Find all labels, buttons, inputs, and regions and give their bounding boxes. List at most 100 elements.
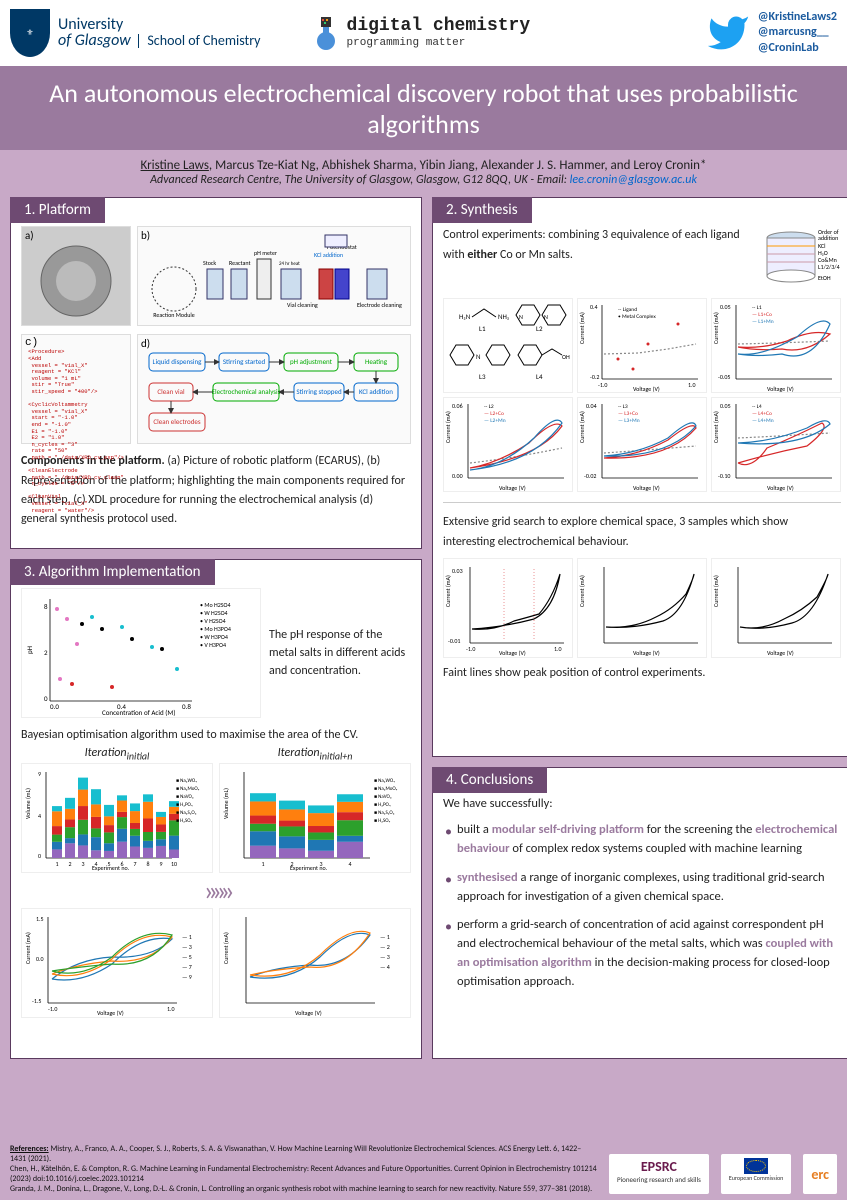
svg-text:• W H2SO4: • W H2SO4 (200, 609, 228, 617)
bayes-text: Bayesian optimisation algorithm used to … (21, 728, 411, 742)
authors-rest: , Marcus Tze-Kiat Ng, Abhishek Sharma, Y… (209, 158, 707, 173)
arrows-icon: »»» (21, 873, 411, 908)
shield-icon: ⚜ (10, 9, 50, 57)
svg-text:• V H2SO4: • V H2SO4 (200, 617, 226, 625)
svg-text:— 5: — 5 (182, 953, 192, 961)
cv-L1: Current (mA)Voltage (V)0.05-0.05 -- L1— … (711, 298, 841, 393)
references: References: Mistry, A., Franco, A. A., C… (10, 1144, 597, 1194)
svg-text:— L3+Co: — L3+Co (618, 411, 638, 417)
svg-text:— 7: — 7 (182, 963, 192, 971)
svg-text:pH adjustment: pH adjustment (290, 357, 333, 366)
svg-text:0.03: 0.03 (452, 567, 463, 575)
svg-text:-1.0: -1.0 (48, 1005, 57, 1013)
svg-text:0.06: 0.06 (452, 402, 463, 410)
grid-cv-1: Current (mA)Voltage (V)0.03-0.01-1.01.0 (443, 558, 573, 658)
svg-text:— 9: — 9 (182, 973, 192, 981)
cv-L2: Current (mA)Voltage (V)0.060.00 -- L2— L… (443, 397, 573, 492)
svg-text:— 2: — 2 (380, 943, 390, 951)
svg-text:Voltage (V): Voltage (V) (499, 649, 526, 657)
svg-text:-0.01: -0.01 (448, 637, 460, 645)
author-underline: Kristine Laws (141, 158, 209, 173)
cv-left: Current (mA)Voltage (V)1.50.0-1.5-1.01.0… (21, 908, 213, 1018)
svg-text:Stirring stopped: Stirring stopped (296, 387, 342, 396)
svg-text:7: 7 (133, 860, 136, 868)
email-link[interactable]: lee.cronin@glasgow.ac.uk (570, 173, 697, 187)
svg-text:NH₂: NH₂ (498, 312, 510, 321)
svg-text:-- L4: -- L4 (752, 404, 762, 410)
svg-text:-- L2: -- L2 (484, 404, 494, 410)
svg-text:0.0: 0.0 (36, 955, 44, 963)
svg-text:N: N (544, 313, 548, 321)
svg-text:0.00: 0.00 (452, 472, 463, 480)
svg-text:■ Na₂MoO₄: ■ Na₂MoO₄ (374, 786, 398, 792)
svg-text:Current (mA): Current (mA) (578, 312, 586, 344)
svg-text:1.0: 1.0 (167, 1005, 175, 1013)
erc-logo: erc (803, 1154, 837, 1194)
svg-text:2: 2 (290, 860, 293, 868)
svg-text:-- L3: -- L3 (618, 404, 628, 410)
svg-text:— 1: — 1 (380, 933, 390, 941)
svg-text:0.0: 0.0 (50, 702, 59, 711)
ph-scatter-chart: pHConcentration of Acid (M) 820 0.00.40.… (21, 588, 261, 718)
iter-left-title: Iterationinitial (21, 746, 213, 762)
svg-text:L3: L3 (479, 372, 486, 381)
svg-text:4: 4 (94, 860, 97, 868)
svg-text:L1/2/3/4: L1/2/3/4 (818, 263, 840, 271)
svg-text:2: 2 (44, 648, 48, 657)
cv-ligand-metal: Current (mA)Voltage (V)0.4-0.2-1.01.0 --… (577, 298, 707, 393)
svg-text:■ Na₂WO₄: ■ Na₂WO₄ (176, 778, 197, 784)
svg-text:Experiment no.: Experiment no. (92, 864, 130, 872)
svg-text:-- L1: -- L1 (752, 305, 762, 311)
svg-text:Current (mA): Current (mA) (712, 575, 720, 607)
svg-text:Electrode cleaning: Electrode cleaning (357, 301, 402, 309)
footer: References: Mistry, A., Franco, A. A., C… (0, 1140, 847, 1200)
synthesis-panel: 2. Synthesis Control experiments: combin… (432, 197, 847, 757)
svg-text:■ Na₂MoO₄: ■ Na₂MoO₄ (176, 786, 200, 792)
svg-text:— 3: — 3 (182, 943, 192, 951)
svg-text:-1.0: -1.0 (466, 645, 475, 653)
svg-text:■ Na₂S₂O₃: ■ Na₂S₂O₃ (374, 810, 395, 816)
svg-text:Voltage (V): Voltage (V) (97, 1009, 124, 1017)
svg-text:8: 8 (146, 860, 149, 868)
header: ⚜ University of Glasgow School of Chemis… (0, 0, 847, 66)
svg-text:4: 4 (348, 860, 351, 868)
svg-text:0: 0 (38, 852, 41, 860)
order-diagram: Order ofadditionKClH₂OCo&MnL1/2/3/4EtOH (761, 226, 841, 292)
conclusion-item: perform a grid-search of concentration o… (443, 916, 841, 991)
cv-L4: Current (mA)Voltage (V)0.05-0.10 -- L4— … (711, 397, 841, 492)
svg-text:Current (mA): Current (mA) (444, 411, 452, 443)
svg-text:■ H₃PO₄: ■ H₃PO₄ (176, 802, 193, 808)
svg-text:• Mo H3PO4: • Mo H3PO4 (200, 625, 231, 633)
svg-text:24 hr heat: 24 hr heat (279, 261, 300, 267)
svg-text:N: N (476, 352, 481, 361)
svg-text:-1.5: -1.5 (32, 997, 41, 1005)
svg-text:0: 0 (44, 694, 48, 703)
dc-subtitle: programming matter (347, 37, 531, 49)
svg-text:0.04: 0.04 (586, 402, 597, 410)
svg-text:Clean vial: Clean vial (157, 387, 185, 396)
svg-text:— L1+Mn: — L1+Mn (752, 319, 774, 325)
svg-text:Electrochemical analysis: Electrochemical analysis (212, 387, 281, 396)
fig-b: b) Reaction Module Stock Reactant pH met… (137, 226, 411, 326)
svg-text:— L4+Mn: — L4+Mn (752, 418, 774, 424)
svg-text:— L1+Co: — L1+Co (752, 312, 772, 318)
iter-right-title: Iterationinitial+n (219, 746, 411, 762)
faint-text: Faint lines show peak position of contro… (443, 666, 841, 680)
svg-text:■ Na₂S₂O₃: ■ Na₂S₂O₃ (176, 810, 197, 816)
svg-text:9: 9 (38, 770, 41, 778)
conclusions-title: 4. Conclusions (432, 767, 547, 793)
svg-text:8: 8 (44, 602, 48, 611)
svg-text:— 3: — 3 (380, 953, 390, 961)
grid-cv-3: Current (mA)Voltage (V) (711, 558, 841, 658)
dc-title: digital chemistry (347, 17, 531, 37)
svg-text:1.5: 1.5 (36, 915, 44, 923)
svg-text:pH meter: pH meter (254, 249, 277, 257)
svg-text:-- Ligand: -- Ligand (618, 307, 637, 313)
conclusions-intro: We have successfully: (443, 796, 841, 811)
svg-text:10: 10 (171, 860, 177, 868)
fig-c: c) <Procedure><Add vessel = "vial_X" rea… (21, 334, 131, 444)
control-text: Control experiments: combining 3 equival… (443, 226, 753, 264)
title-bar: An autonomous electrochemical discovery … (0, 66, 847, 150)
svg-text:0.4: 0.4 (590, 303, 598, 311)
svg-text:Current (mA): Current (mA) (578, 411, 586, 443)
